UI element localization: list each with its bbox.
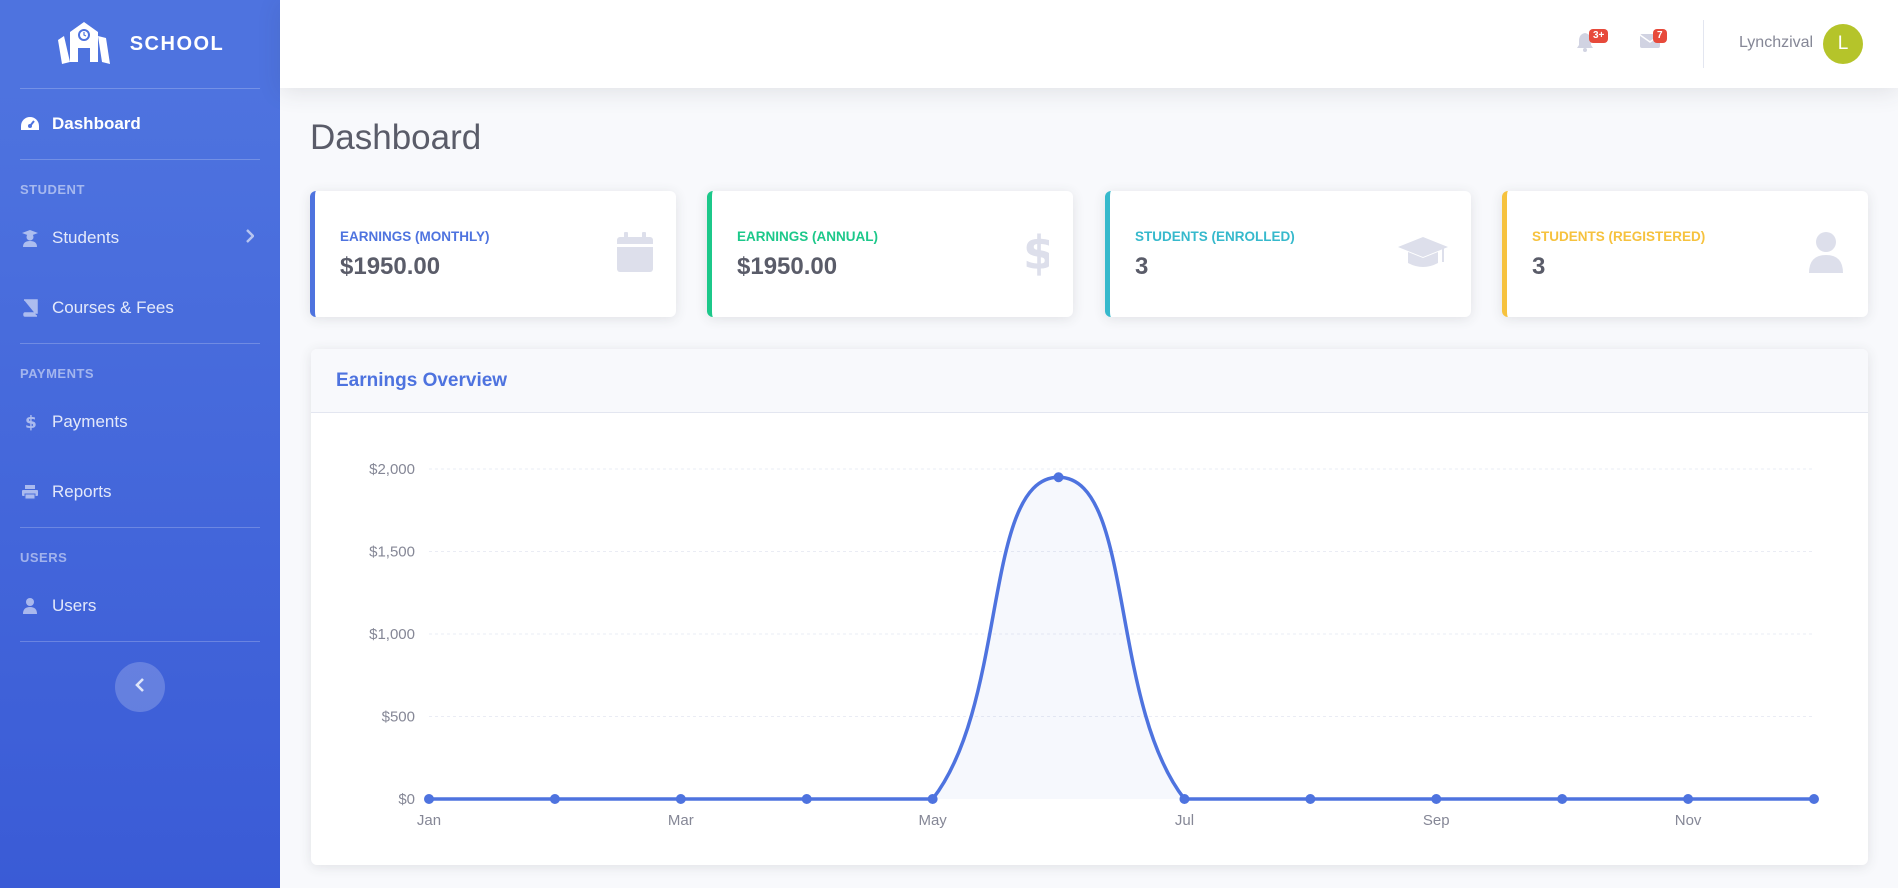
alerts-button[interactable]: 3+ (1576, 29, 1609, 57)
data-point (1179, 794, 1190, 804)
sidebar-heading-payments: PAYMENTS (20, 366, 95, 381)
data-point (1683, 794, 1694, 804)
messages-badge: 7 (1653, 29, 1667, 43)
school-logo-icon (56, 18, 112, 71)
data-point (1557, 794, 1568, 804)
sidebar-divider (20, 343, 260, 344)
alerts-badge: 3+ (1589, 29, 1609, 43)
print-icon (20, 484, 40, 500)
chevron-left-icon (135, 677, 145, 697)
sidebar-heading-student: STUDENT (20, 182, 85, 197)
sidebar-item-reports[interactable]: Reports (0, 457, 280, 527)
data-point (1305, 794, 1316, 804)
card-value: 3 (1532, 253, 1546, 280)
svg-text:$: $ (1023, 231, 1049, 277)
x-tick-label: Jan (417, 812, 441, 829)
y-tick-label: $2,000 (369, 461, 415, 478)
sidebar-item-label: Students (52, 228, 120, 247)
calendar-icon (616, 231, 654, 278)
x-tick-label: Sep (1423, 812, 1450, 829)
sidebar-item-courses[interactable]: Courses & Fees (0, 273, 280, 343)
data-point (1431, 794, 1442, 804)
y-tick-label: $0 (398, 791, 415, 808)
y-tick-label: $1,500 (369, 544, 415, 561)
x-tick-label: May (918, 812, 947, 829)
sidebar-toggle-button[interactable] (115, 662, 165, 712)
sidebar-item-label: Courses & Fees (52, 298, 174, 317)
card-value: $1950.00 (340, 253, 441, 280)
sidebar-divider (20, 88, 260, 89)
data-point (927, 794, 938, 804)
tachometer-icon (20, 116, 40, 132)
earnings-annual-card: EARNINGS (ANNUAL) $1950.00 $ (707, 191, 1073, 317)
avatar[interactable]: L (1823, 24, 1863, 64)
data-point (1053, 472, 1064, 483)
sidebar-item-users[interactable]: Users (0, 571, 280, 641)
data-point (424, 794, 434, 804)
students-registered-card: STUDENTS (REGISTERED) 3 (1502, 191, 1868, 317)
x-tick-label: Mar (668, 812, 694, 829)
card-label: EARNINGS (MONTHLY) (340, 229, 490, 244)
sidebar-item-label: Dashboard (52, 114, 141, 133)
card-value: $1950.00 (737, 253, 838, 280)
earnings-monthly-card: EARNINGS (MONTHLY) $1950.00 (310, 191, 676, 317)
user-icon (20, 597, 40, 615)
sidebar-divider (20, 159, 260, 160)
sidebar-divider (20, 641, 260, 642)
chart-title: Earnings Overview (336, 369, 508, 391)
sidebar-item-students[interactable]: Students (0, 203, 280, 273)
graduation-cap-icon (1397, 235, 1449, 276)
x-tick-label: Jul (1175, 812, 1194, 829)
card-label: STUDENTS (REGISTERED) (1532, 229, 1706, 244)
data-point (801, 794, 812, 804)
sidebar-item-dashboard[interactable]: Dashboard (0, 89, 280, 159)
x-tick-label: Nov (1675, 812, 1702, 829)
sidebar-heading-users: USERS (20, 550, 68, 565)
card-label: STUDENTS (ENROLLED) (1135, 229, 1295, 244)
sidebar: SCHOOL Dashboard STUDENT Students Course… (0, 0, 280, 888)
svg-text:$: $ (25, 413, 36, 431)
card-label: EARNINGS (ANNUAL) (737, 229, 878, 244)
students-enrolled-card: STUDENTS (ENROLLED) 3 (1105, 191, 1471, 317)
chart-header: Earnings Overview (311, 349, 1868, 413)
sidebar-item-label: Reports (52, 482, 112, 501)
series-area (429, 477, 1814, 799)
card-value: 3 (1135, 253, 1149, 280)
brand-name: SCHOOL (129, 32, 225, 55)
book-icon (20, 299, 40, 317)
chevron-right-icon (245, 228, 255, 248)
topbar-divider (1703, 20, 1704, 68)
sidebar-item-label: Users (52, 596, 97, 615)
sidebar-item-payments[interactable]: $ Payments (0, 387, 280, 457)
y-tick-label: $500 (382, 709, 415, 726)
user-graduate-icon (20, 229, 40, 247)
data-point (675, 794, 686, 804)
user-name[interactable]: Lynchzival (1739, 34, 1814, 51)
earnings-overview-card: Earnings Overview $0 $500 $1,000 $1,500 $2,0… (311, 349, 1868, 865)
brand[interactable]: SCHOOL (0, 0, 280, 88)
page-title: Dashboard (310, 118, 482, 157)
sidebar-item-label: Payments (52, 412, 128, 431)
data-point (549, 794, 560, 804)
sidebar-divider (20, 527, 260, 528)
y-tick-label: $1,000 (369, 626, 415, 643)
user-icon (1808, 231, 1844, 278)
earnings-line-chart: $0 $500 $1,000 $1,500 $2,000 Jan Mar May Jul Sep N… (369, 461, 1819, 829)
messages-button[interactable]: 7 (1639, 29, 1667, 53)
dollar-icon: $ (20, 413, 40, 431)
topbar: 3+ 7 Lynchzival L (280, 0, 1898, 88)
dollar-icon: $ (1023, 226, 1055, 282)
data-point (1809, 794, 1819, 804)
